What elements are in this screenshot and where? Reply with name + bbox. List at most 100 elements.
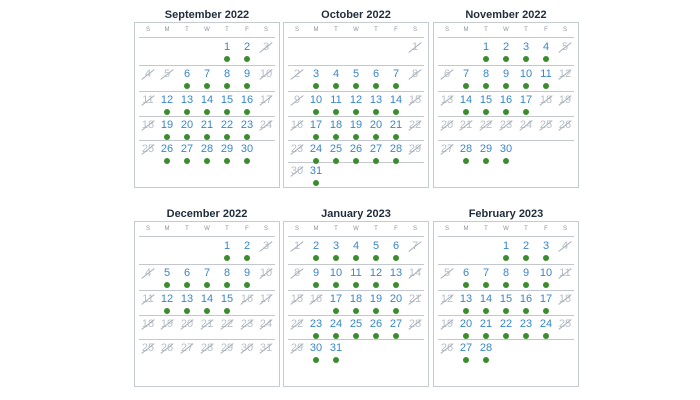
date-available[interactable]: 31 [329,342,343,354]
date-available[interactable]: 21 [479,318,493,330]
date-available[interactable]: 9 [243,267,251,279]
date-available[interactable]: 6 [183,68,191,80]
date-available[interactable]: 4 [332,68,340,80]
date-available[interactable]: 10 [309,94,323,106]
date-available[interactable]: 25 [329,143,343,155]
date-available[interactable]: 9 [502,68,510,80]
date-available[interactable]: 5 [352,68,360,80]
date-available[interactable]: 5 [372,240,380,252]
date-available[interactable]: 14 [200,293,214,305]
date-available[interactable]: 18 [349,293,363,305]
date-available[interactable]: 3 [312,68,320,80]
date-available[interactable]: 15 [220,293,234,305]
date-available[interactable]: 8 [223,267,231,279]
date-available[interactable]: 22 [220,119,234,131]
date-available[interactable]: 12 [160,94,174,106]
date-available[interactable]: 29 [220,143,234,155]
date-available[interactable]: 11 [540,68,552,80]
date-available[interactable]: 30 [240,143,254,155]
date-available[interactable]: 31 [309,165,323,177]
date-available[interactable]: 1 [502,240,510,252]
date-available[interactable]: 26 [349,143,363,155]
date-available[interactable]: 30 [499,143,513,155]
date-available[interactable]: 11 [330,94,342,106]
date-available[interactable]: 2 [522,240,530,252]
date-available[interactable]: 4 [352,240,360,252]
date-available[interactable]: 14 [479,293,493,305]
date-available[interactable]: 9 [522,267,530,279]
date-available[interactable]: 10 [519,68,533,80]
date-available[interactable]: 24 [539,318,553,330]
date-available[interactable]: 12 [160,293,174,305]
date-available[interactable]: 13 [180,94,194,106]
date-available[interactable]: 2 [243,240,251,252]
date-available[interactable]: 6 [392,240,400,252]
date-available[interactable]: 6 [462,267,470,279]
date-available[interactable]: 10 [539,267,553,279]
date-available[interactable]: 20 [180,119,194,131]
date-available[interactable]: 2 [243,41,251,53]
date-available[interactable]: 1 [223,41,231,53]
date-available[interactable]: 13 [459,293,473,305]
date-available[interactable]: 12 [349,94,363,106]
date-available[interactable]: 18 [329,119,343,131]
date-available[interactable]: 8 [482,68,490,80]
date-available[interactable]: 9 [312,267,320,279]
date-available[interactable]: 19 [369,293,383,305]
date-available[interactable]: 27 [459,342,473,354]
date-available[interactable]: 6 [372,68,380,80]
date-available[interactable]: 13 [369,94,383,106]
date-available[interactable]: 14 [200,94,214,106]
date-available[interactable]: 28 [479,342,493,354]
date-available[interactable]: 29 [479,143,493,155]
date-available[interactable]: 3 [332,240,340,252]
date-available[interactable]: 20 [459,318,473,330]
date-available[interactable]: 3 [542,240,550,252]
date-available[interactable]: 15 [479,94,493,106]
date-available[interactable]: 14 [389,94,403,106]
date-available[interactable]: 9 [243,68,251,80]
date-available[interactable]: 17 [329,293,343,305]
date-available[interactable]: 14 [459,94,473,106]
date-available[interactable]: 23 [519,318,533,330]
date-available[interactable]: 8 [223,68,231,80]
date-available[interactable]: 25 [349,318,363,330]
date-available[interactable]: 30 [309,342,323,354]
date-available[interactable]: 19 [160,119,174,131]
date-available[interactable]: 7 [462,68,470,80]
date-available[interactable]: 19 [349,119,363,131]
date-available[interactable]: 26 [160,143,174,155]
date-available[interactable]: 7 [203,68,211,80]
date-available[interactable]: 16 [240,94,254,106]
date-available[interactable]: 13 [389,267,403,279]
date-available[interactable]: 5 [163,267,171,279]
date-available[interactable]: 13 [180,293,194,305]
date-available[interactable]: 27 [389,318,403,330]
date-available[interactable]: 24 [309,143,323,155]
date-available[interactable]: 27 [180,143,194,155]
date-available[interactable]: 6 [183,267,191,279]
date-available[interactable]: 23 [240,119,254,131]
date-available[interactable]: 28 [200,143,214,155]
date-available[interactable]: 26 [369,318,383,330]
date-available[interactable]: 22 [499,318,513,330]
date-available[interactable]: 1 [482,41,490,53]
date-available[interactable]: 16 [519,293,533,305]
date-available[interactable]: 8 [502,267,510,279]
date-available[interactable]: 21 [200,119,214,131]
date-available[interactable]: 20 [369,119,383,131]
date-available[interactable]: 11 [350,267,362,279]
date-available[interactable]: 12 [369,267,383,279]
date-available[interactable]: 17 [519,94,533,106]
date-available[interactable]: 21 [389,119,403,131]
date-available[interactable]: 7 [482,267,490,279]
date-available[interactable]: 24 [329,318,343,330]
date-available[interactable]: 28 [459,143,473,155]
date-available[interactable]: 16 [499,94,513,106]
date-available[interactable]: 2 [312,240,320,252]
date-available[interactable]: 23 [309,318,323,330]
date-available[interactable]: 7 [392,68,400,80]
date-available[interactable]: 17 [309,119,323,131]
date-available[interactable]: 2 [502,41,510,53]
date-available[interactable]: 1 [223,240,231,252]
